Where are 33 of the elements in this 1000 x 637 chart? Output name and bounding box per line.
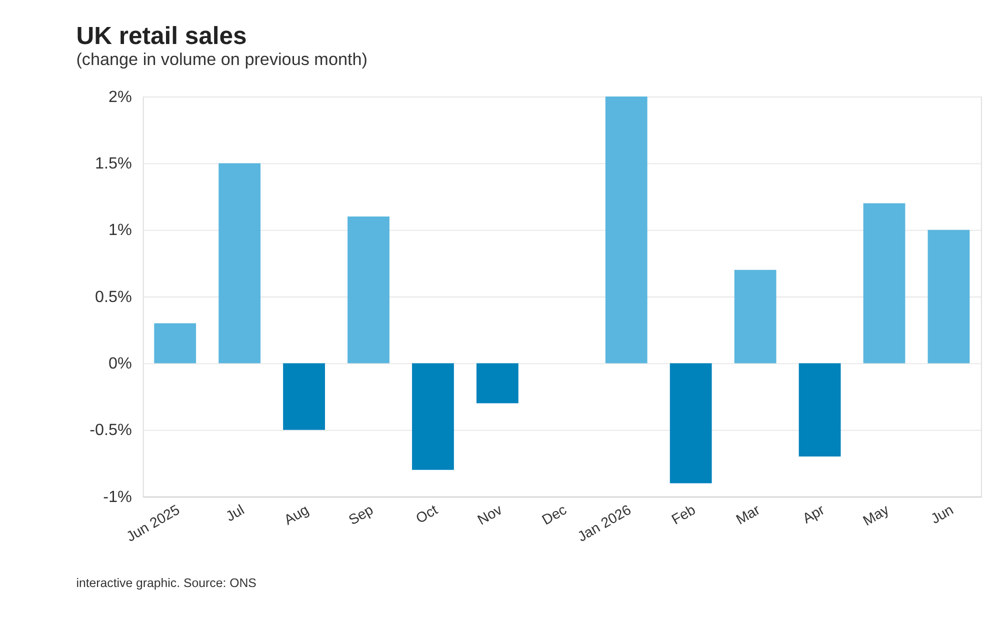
bar — [476, 363, 518, 404]
bar — [412, 363, 454, 470]
x-tick-label: Dec — [540, 502, 570, 529]
x-tick-label: Apr — [800, 502, 828, 528]
bar — [348, 216, 390, 364]
y-tick-label: -0.5% — [90, 421, 132, 440]
x-tick-label: Sep — [346, 502, 376, 529]
x-tick-label: Jul — [223, 502, 248, 526]
chart-subtitle: (change in volume on previous month) — [76, 49, 368, 70]
bar — [283, 363, 325, 430]
chart-title: UK retail sales — [76, 23, 247, 50]
y-tick-label: 0.5% — [95, 288, 132, 306]
y-tick-label: 1.5% — [95, 154, 132, 172]
x-tick-label: Feb — [669, 502, 699, 528]
x-tick-label: Mar — [734, 502, 764, 528]
text: interactive graphic. Source: ONS — [76, 576, 256, 590]
bar — [798, 363, 841, 457]
x-tick-label: Jun — [928, 502, 956, 528]
x-tick-label: Oct — [413, 502, 441, 528]
y-tick-label: 2% — [108, 88, 132, 106]
bar — [670, 363, 712, 484]
y-tick-label: 0% — [108, 354, 132, 372]
x-tick-label: Jan 2026 — [575, 502, 634, 546]
bar — [734, 270, 776, 364]
x-tick-label: Aug — [282, 502, 312, 529]
y-tick-label: 1% — [108, 221, 132, 240]
x-tick-label: Nov — [475, 502, 506, 529]
bar — [863, 203, 906, 364]
bar — [218, 163, 261, 364]
x-tick-label: May — [860, 502, 893, 530]
bar — [154, 323, 196, 364]
bar — [605, 96, 648, 364]
bar — [928, 230, 970, 364]
